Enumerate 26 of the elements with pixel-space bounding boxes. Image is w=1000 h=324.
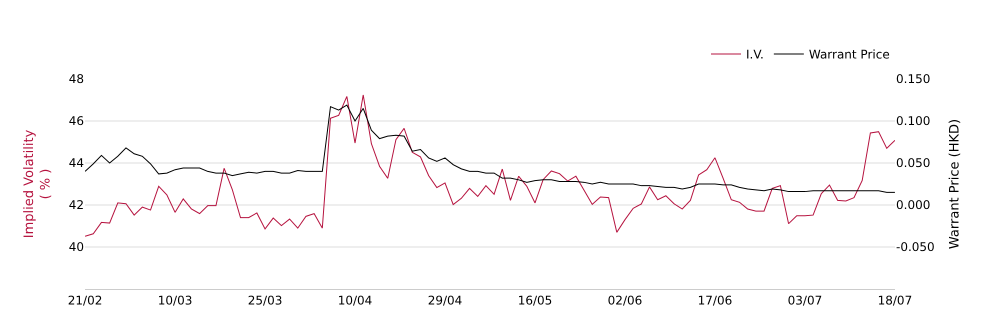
y-axis-title: Implied Volatility ( % )	[22, 129, 54, 238]
x-tick-label: 18/07	[878, 293, 912, 308]
x-tick-label: 25/03	[248, 293, 282, 308]
line-series	[85, 94, 895, 237]
x-tick-label: 29/04	[428, 293, 462, 308]
x-tick-label: 03/07	[788, 293, 822, 308]
x-tick-label: 16/05	[518, 293, 552, 308]
x-tick-label: 02/06	[608, 293, 642, 308]
legend-label: Warrant Price	[808, 48, 890, 62]
line-series	[85, 104, 895, 193]
y2-tick-label: 0.100	[896, 114, 930, 128]
y-tick-label: 46	[68, 114, 84, 128]
x-tick-label: 10/04	[338, 293, 372, 308]
x-tick-label: 21/02	[68, 293, 102, 308]
y-tick-label: 48	[68, 72, 84, 86]
legend-label: I.V.	[746, 48, 764, 62]
y2-tick-label: -0.050	[896, 240, 935, 254]
x-tick-label: 10/03	[158, 293, 192, 308]
y2-tick-label: 0.150	[896, 72, 930, 86]
y2-axis-title: Warrant Price (HKD)	[947, 118, 962, 250]
y-tick-label: 44	[68, 156, 84, 170]
y-tick-label: 40	[68, 240, 84, 254]
y2-tick-label: 0.000	[896, 198, 930, 212]
y-tick-label: 42	[68, 198, 84, 212]
y2-tick-label: 0.050	[896, 156, 930, 170]
x-tick-label: 17/06	[698, 293, 732, 308]
